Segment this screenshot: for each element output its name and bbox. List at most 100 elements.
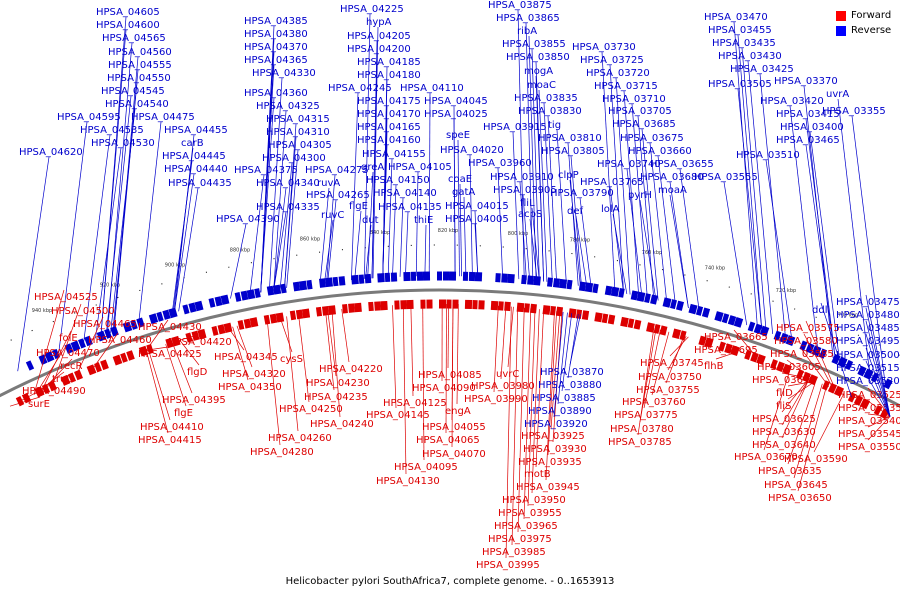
reverse-gene: [714, 311, 724, 322]
reverse-gene: [266, 285, 275, 296]
reverse-leader: [405, 211, 409, 277]
reverse-label: HPSA_03875: [488, 0, 552, 11]
reverse-leader: [424, 224, 427, 277]
forward-leader: [867, 413, 891, 417]
reverse-leader: [459, 183, 462, 277]
reverse-gene: [462, 271, 469, 281]
reverse-leader: [474, 223, 479, 277]
forward-gene: [126, 350, 135, 361]
forward-label: HPSA_04425: [138, 349, 202, 360]
forward-label: HPSA_04350: [218, 382, 282, 393]
reverse-gene: [688, 303, 698, 315]
reverse-leader: [820, 302, 852, 398]
legend-forward: Forward: [836, 8, 891, 23]
forward-label: HPSA_04395: [162, 395, 226, 406]
reverse-gene: [883, 378, 893, 390]
reverse-leader: [269, 77, 283, 291]
forward-leader: [266, 319, 281, 446]
forward-leader: [867, 400, 891, 417]
reverse-label: HPSA_03660: [628, 146, 692, 157]
reverse-gene: [733, 317, 744, 328]
reverse-gene: [558, 278, 568, 289]
forward-label: HPSA_04065: [416, 435, 480, 446]
forward-gene: [394, 300, 400, 310]
reverse-label: HPSA_04265: [306, 190, 370, 201]
reverse-leader: [531, 48, 540, 282]
reverse-leader: [570, 155, 582, 287]
reverse-leader: [737, 88, 763, 331]
reverse-label: HPSA_03885: [532, 393, 596, 404]
reverse-label: HPSA_04340: [256, 178, 320, 189]
forward-gene: [406, 299, 414, 310]
reverse-gene: [188, 302, 197, 313]
forward-gene: [756, 354, 766, 365]
forward-label: HPSA_03645: [764, 480, 828, 491]
reverse-gene: [64, 343, 74, 354]
forward-gene: [112, 354, 123, 366]
reverse-label: HPSA_03880: [538, 380, 602, 391]
reverse-label: HPSA_04015: [445, 201, 509, 212]
reverse-label: HPSA_04540: [105, 99, 169, 110]
forward-leader: [805, 320, 836, 390]
tick-label: 840 kbp: [370, 230, 390, 236]
reverse-leader: [522, 194, 530, 281]
forward-gene: [524, 303, 530, 313]
forward-gene: [249, 317, 259, 328]
reverse-label: HPSA_03520: [836, 376, 900, 387]
forward-gene: [718, 341, 726, 352]
forward-label: HPSA_03775: [614, 410, 678, 421]
forward-gene: [301, 308, 311, 319]
reverse-label: HPSA_04305: [268, 140, 332, 151]
reverse-gene: [240, 290, 249, 301]
reverse-label: HPSA_04110: [400, 83, 464, 94]
reverse-label: HPSA_04620: [19, 147, 83, 158]
reverse-label: HPSA_04545: [101, 86, 165, 97]
reverse-label: fliL: [520, 198, 535, 209]
reverse-leader: [517, 9, 525, 280]
reverse-label: ruvA: [317, 178, 340, 189]
reverse-label: HPSA_04455: [164, 125, 228, 136]
reverse-leader: [569, 179, 581, 287]
forward-label: flgD: [187, 367, 208, 378]
reverse-label: pyrH: [628, 190, 652, 201]
reverse-leader: [138, 121, 162, 324]
reverse-gene: [442, 271, 450, 281]
reverse-label: HPSA_04535: [80, 125, 144, 136]
reverse-leader: [469, 154, 473, 277]
reverse-gene: [364, 273, 372, 284]
reverse-label: HPSA_04105: [388, 162, 452, 173]
reverse-leader: [319, 187, 330, 284]
forward-leader: [781, 372, 810, 379]
reverse-leader: [733, 21, 758, 329]
forward-label: fliS: [776, 401, 791, 412]
reverse-label: HPSA_04565: [102, 33, 166, 44]
forward-leader: [715, 351, 739, 360]
reverse-label: HPSA_03705: [608, 106, 672, 117]
reverse-label: lolA: [601, 204, 620, 215]
genome-backbone: [0, 288, 900, 408]
reverse-leader: [110, 108, 136, 333]
forward-label: HPSA_03545: [838, 429, 900, 440]
forward-label: HPSA_04240: [310, 419, 374, 430]
reverse-leader: [535, 75, 545, 282]
forward-gene: [237, 320, 245, 330]
forward-leader: [639, 328, 657, 423]
reverse-leader: [601, 51, 616, 292]
reverse-label: HPSA_03765: [580, 177, 644, 188]
reverse-leader: [547, 115, 557, 283]
reverse-leader: [543, 102, 553, 283]
reverse-leader: [641, 128, 659, 301]
legend: Forward Reverse: [836, 8, 891, 38]
reverse-label: HPSA_04205: [347, 31, 411, 42]
reverse-label: HPSA_04600: [96, 20, 160, 31]
forward-gene: [243, 318, 252, 329]
reverse-label: HPSA_03420: [760, 96, 824, 107]
reverse-leader: [387, 158, 393, 278]
forward-label: HPSA_03760: [622, 397, 686, 408]
reverse-label: HPSA_03805: [541, 146, 605, 157]
reverse-label: HPSA_03960: [468, 158, 532, 169]
forward-leader: [867, 416, 891, 441]
reverse-leader: [273, 187, 287, 291]
reverse-leader: [865, 294, 891, 417]
forward-label: HPSA_03780: [610, 424, 674, 435]
